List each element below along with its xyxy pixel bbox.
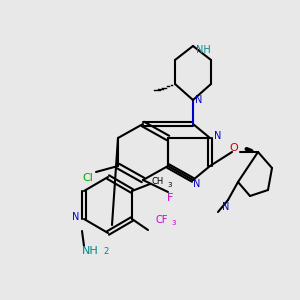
Text: N: N <box>72 212 80 222</box>
Text: O: O <box>230 143 238 153</box>
Text: 3: 3 <box>172 220 176 226</box>
Text: NH: NH <box>196 45 210 55</box>
Text: N: N <box>193 179 201 189</box>
Text: 2: 2 <box>103 247 109 256</box>
Text: N: N <box>222 202 230 212</box>
Text: CH: CH <box>152 178 164 187</box>
Text: Cl: Cl <box>82 173 93 183</box>
Text: 3: 3 <box>168 182 172 188</box>
Text: N: N <box>214 131 222 141</box>
Text: CF: CF <box>156 215 168 225</box>
Text: N: N <box>195 95 203 105</box>
Text: F: F <box>167 193 173 203</box>
Text: NH: NH <box>82 246 98 256</box>
